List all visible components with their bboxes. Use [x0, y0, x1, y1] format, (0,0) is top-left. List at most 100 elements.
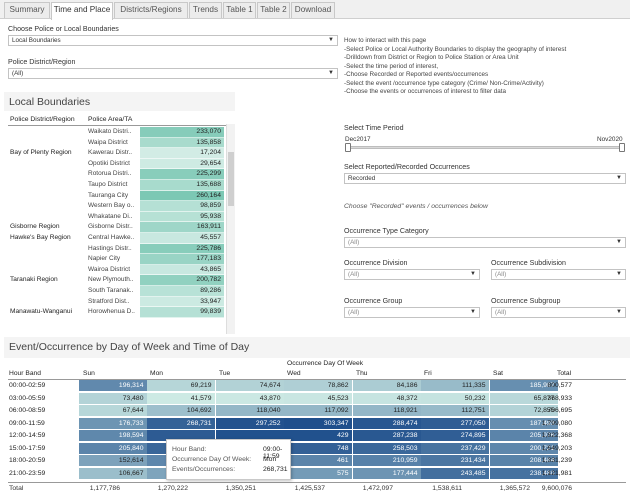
heatmap-cell[interactable]: 78,862 [284, 380, 353, 392]
list-item[interactable]: Napier City 177,183 [0, 254, 226, 265]
heatmap-cell[interactable]: 111,335 [421, 380, 490, 392]
heatmap-cell[interactable]: 176,733 [79, 417, 148, 430]
heatmap-cell[interactable]: 177,444 [353, 467, 422, 480]
tab-districts-regions[interactable]: Districts/Regions [114, 2, 188, 18]
heatmap-cell[interactable]: 65,877 [490, 392, 559, 405]
heatmap-cell[interactable]: 187,493 [490, 417, 559, 430]
heatmap-cell[interactable]: 196,314 [79, 380, 148, 392]
heatmap-cell[interactable]: 237,429 [421, 442, 490, 455]
area-value: 17,204 [140, 148, 224, 159]
subgroup-dropdown[interactable]: (All) ▼ [491, 307, 626, 318]
tab-download[interactable]: Download [291, 2, 335, 18]
tab-summary[interactable]: Summary [4, 2, 50, 18]
district-dropdown[interactable]: (All) ▼ [8, 68, 338, 79]
scrollbar-thumb[interactable] [228, 152, 234, 206]
division-dropdown[interactable]: (All) ▼ [344, 269, 480, 280]
heatmap-cell[interactable]: 303,347 [284, 417, 353, 430]
list-item[interactable]: Gisborne Region Gisborne Distr.. 163,911 [0, 222, 226, 233]
heatmap-cell[interactable]: 106,667 [79, 467, 148, 480]
help-line: -Choose the events or occurrences of int… [344, 88, 507, 95]
heatmap-cell[interactable]: 104,692 [147, 405, 216, 417]
list-item[interactable]: Taranaki Region New Plymouth.. 200,782 [0, 275, 226, 286]
heatmap-cell[interactable]: 69,219 [147, 380, 216, 392]
boundary-dropdown[interactable]: Local Boundaries ▼ [8, 35, 338, 46]
heatmap-cell[interactable]: 205,976 [490, 430, 559, 442]
period-slider-start-handle[interactable] [345, 143, 351, 152]
heatmap-cell[interactable]: 205,840 [79, 442, 148, 455]
heatmap-cell[interactable]: 152,614 [79, 455, 148, 467]
scrollbar[interactable] [226, 124, 235, 334]
heatmap-cell[interactable]: 84,186 [353, 380, 422, 392]
heatmap-cell[interactable]: 268,731 [147, 417, 216, 430]
group-dropdown[interactable]: (All) ▼ [344, 307, 480, 318]
list-item[interactable]: Hawke's Bay Region Central Hawke.. 45,557 [0, 233, 226, 244]
tab-trends[interactable]: Trends [189, 2, 222, 18]
heatmap-cell[interactable]: 73,480 [79, 392, 148, 405]
list-item[interactable]: Waipa District 135,858 [0, 137, 226, 149]
list-item[interactable]: Manawatu-Wanganui Horowhenua D.. 99,839 [0, 307, 226, 318]
heatmap-cell[interactable]: 287,238 [353, 430, 422, 442]
list-item[interactable]: Whakatane Di.. 95,938 [0, 211, 226, 223]
tab-table-1[interactable]: Table 1 [223, 2, 256, 18]
heatmap-cell[interactable]: 50,232 [421, 392, 490, 405]
row-total: 800,577 [547, 382, 572, 389]
list-item[interactable]: Taupo District 135,688 [0, 180, 226, 191]
list-item[interactable]: Waikato Distri.. 233,070 [0, 127, 226, 138]
heatmap-cell[interactable]: 297,252 [216, 417, 285, 430]
heatmap-cell[interactable]: 429 [284, 430, 353, 442]
heatmap-cell[interactable]: 112,751 [421, 405, 490, 417]
heatmap-cell[interactable]: 43,870 [216, 392, 285, 405]
heatmap-cell[interactable]: 243,485 [421, 467, 490, 480]
list-item[interactable]: Rotorua Distri.. 225,299 [0, 169, 226, 180]
heatmap-cell[interactable]: 274,895 [421, 430, 490, 442]
heatmap-cell[interactable]: 118,921 [353, 405, 422, 417]
heatmap-cell[interactable]: 72,855 [490, 405, 559, 417]
list-item[interactable]: Bay of Plenty Region Kawerau Distr.. 17,20… [0, 148, 226, 159]
list-item[interactable]: Wairoa District 43,865 [0, 264, 226, 276]
heatmap-cell[interactable]: 118,040 [216, 405, 285, 417]
heatmap-cell[interactable]: 748 [284, 442, 353, 455]
subdivision-dropdown[interactable]: (All) ▼ [491, 269, 626, 280]
period-slider-track[interactable] [347, 146, 623, 149]
list-item[interactable]: Stratford Dist.. 33,947 [0, 296, 226, 308]
list-item[interactable]: Tauranga City 260,164 [0, 190, 226, 202]
heatmap-cell[interactable]: 258,503 [353, 442, 422, 455]
list-item[interactable]: Hastings Distr.. 225,786 [0, 243, 226, 255]
heatmap-cell[interactable]: 48,372 [353, 392, 422, 405]
hour-band-label: 15:00-17:59 [9, 444, 46, 452]
tab-time-and-place[interactable]: Time and Place [51, 2, 113, 20]
heatmap-cell[interactable]: 185,987 [490, 380, 559, 392]
area-value: 45,557 [140, 233, 224, 244]
list-item[interactable]: South Taranak.. 89,286 [0, 286, 226, 297]
heatmap-cell[interactable]: 117,092 [284, 405, 353, 417]
type-group-dropdown[interactable]: (All) ▼ [344, 237, 626, 248]
period-slider-end-handle[interactable] [619, 143, 625, 152]
heatmap-cell[interactable]: 41,579 [147, 392, 216, 405]
chevron-down-icon: ▼ [616, 175, 622, 181]
list-item[interactable]: Western Bay o.. 98,859 [0, 201, 226, 212]
heatmap-cell[interactable]: 231,434 [421, 455, 490, 467]
list-item[interactable]: Opotiki District 29,654 [0, 158, 226, 170]
heatmap-cell[interactable]: 461 [284, 455, 353, 467]
day-header-wed: Wed [287, 370, 301, 377]
heatmap-cell[interactable]: 208,484 [490, 455, 559, 467]
heatmap-cell[interactable]: 198,594 [79, 430, 148, 442]
help-line: -Drilldown from District or Region to Po… [344, 54, 519, 61]
heatmap-cell[interactable]: 575 [284, 467, 353, 480]
type-group-label: Occurrence Type Category [344, 227, 429, 235]
row-total: 1,121,981 [541, 469, 572, 477]
heatmap-cell[interactable]: 277,050 [421, 417, 490, 430]
heatmap-cell[interactable]: 200,721 [490, 442, 559, 455]
day-header-sat: Sat [493, 370, 504, 377]
occurrence-dropdown[interactable]: Recorded ▼ [344, 173, 626, 184]
heatmap-cell[interactable]: 74,674 [216, 380, 285, 392]
area-value: 177,183 [140, 254, 224, 265]
heatmap-cell[interactable]: 67,644 [79, 405, 148, 417]
heatmap-cell[interactable]: 45,523 [284, 392, 353, 405]
district-dropdown-value: (All) [12, 70, 24, 77]
tab-table-2[interactable]: Table 2 [257, 2, 290, 18]
heatmap-row-header: Hour Band [9, 370, 41, 377]
heatmap-cell[interactable]: 288,474 [353, 417, 422, 430]
heatmap-cell[interactable]: 238,480 [490, 467, 559, 480]
heatmap-cell[interactable]: 210,959 [353, 455, 422, 467]
